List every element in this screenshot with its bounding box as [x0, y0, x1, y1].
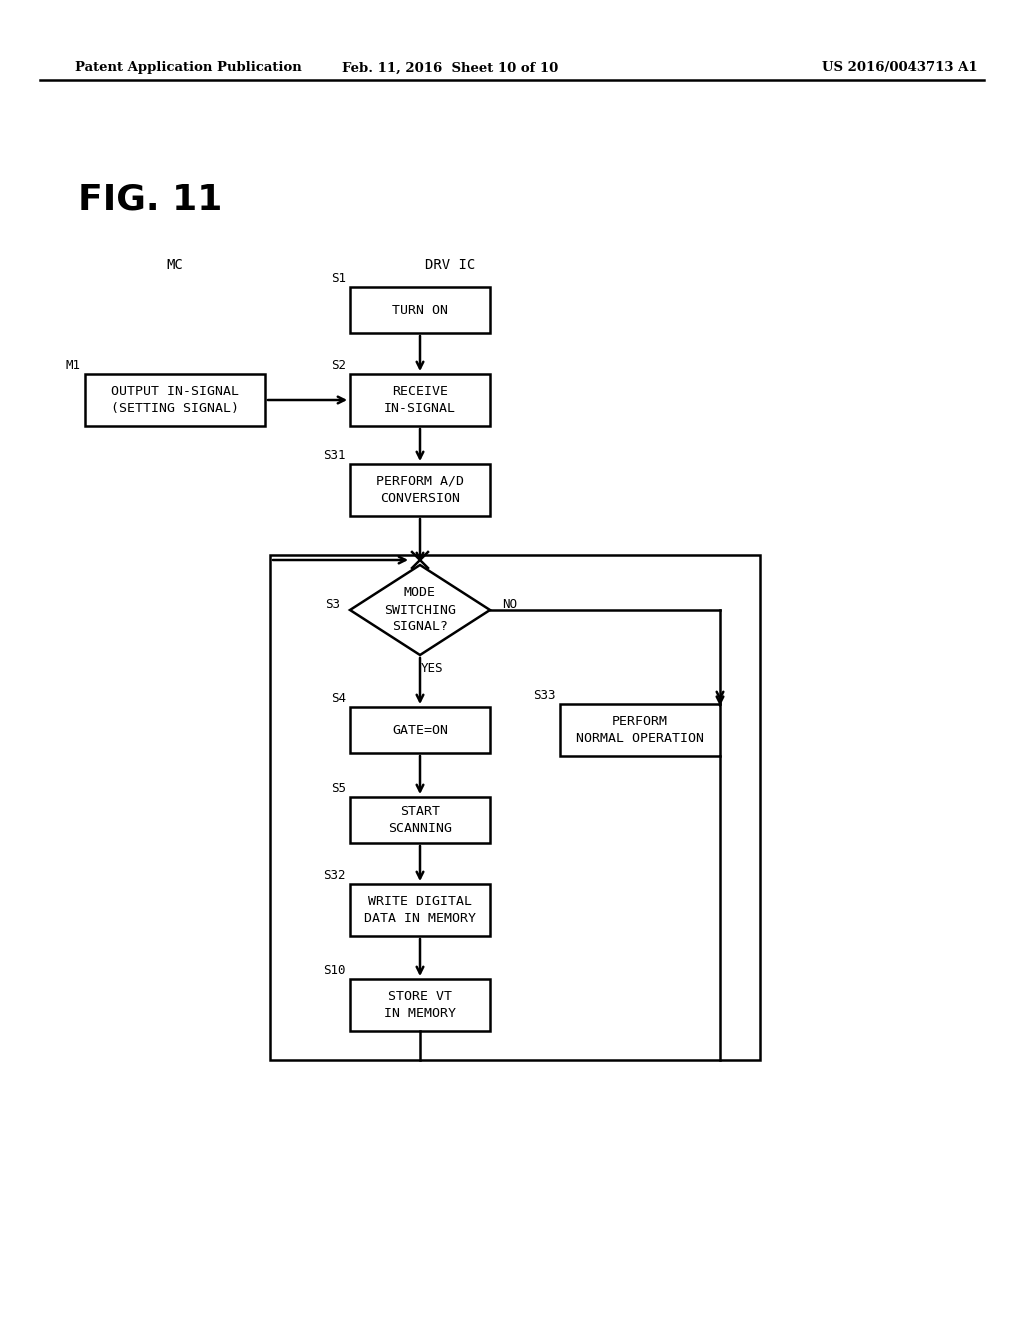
Text: DRV IC: DRV IC	[425, 257, 475, 272]
Text: RECEIVE
IN-SIGNAL: RECEIVE IN-SIGNAL	[384, 385, 456, 414]
Text: START
SCANNING: START SCANNING	[388, 805, 452, 836]
Text: US 2016/0043713 A1: US 2016/0043713 A1	[822, 62, 978, 74]
Bar	[350, 465, 490, 516]
Text: S1: S1	[331, 272, 346, 285]
Text: S4: S4	[331, 692, 346, 705]
Bar	[270, 554, 760, 1060]
Text: Patent Application Publication: Patent Application Publication	[75, 62, 302, 74]
Bar	[350, 374, 490, 426]
Text: YES: YES	[421, 663, 443, 676]
Bar	[560, 704, 720, 756]
Bar	[350, 286, 490, 333]
Text: FIG. 11: FIG. 11	[78, 183, 222, 216]
Text: OUTPUT IN-SIGNAL
(SETTING SIGNAL): OUTPUT IN-SIGNAL (SETTING SIGNAL)	[111, 385, 239, 414]
Text: S31: S31	[324, 449, 346, 462]
Text: S32: S32	[324, 869, 346, 882]
Text: S33: S33	[534, 689, 556, 702]
Text: TURN ON: TURN ON	[392, 304, 449, 317]
Text: STORE VT
IN MEMORY: STORE VT IN MEMORY	[384, 990, 456, 1020]
Bar	[85, 374, 265, 426]
Text: MC: MC	[167, 257, 183, 272]
Text: S3: S3	[325, 598, 340, 611]
Bar	[350, 979, 490, 1031]
Text: S2: S2	[331, 359, 346, 372]
Text: S10: S10	[324, 964, 346, 977]
Text: PERFORM
NORMAL OPERATION: PERFORM NORMAL OPERATION	[575, 715, 705, 744]
Text: WRITE DIGITAL
DATA IN MEMORY: WRITE DIGITAL DATA IN MEMORY	[364, 895, 476, 925]
Bar	[350, 797, 490, 843]
Bar	[350, 708, 490, 752]
Polygon shape	[350, 565, 490, 655]
Text: S5: S5	[331, 781, 346, 795]
Text: NO: NO	[502, 598, 517, 611]
Bar	[350, 884, 490, 936]
Text: M1: M1	[66, 359, 81, 372]
Text: Feb. 11, 2016  Sheet 10 of 10: Feb. 11, 2016 Sheet 10 of 10	[342, 62, 558, 74]
Text: GATE=ON: GATE=ON	[392, 723, 449, 737]
Text: MODE
SWITCHING
SIGNAL?: MODE SWITCHING SIGNAL?	[384, 586, 456, 634]
Text: PERFORM A/D
CONVERSION: PERFORM A/D CONVERSION	[376, 475, 464, 506]
